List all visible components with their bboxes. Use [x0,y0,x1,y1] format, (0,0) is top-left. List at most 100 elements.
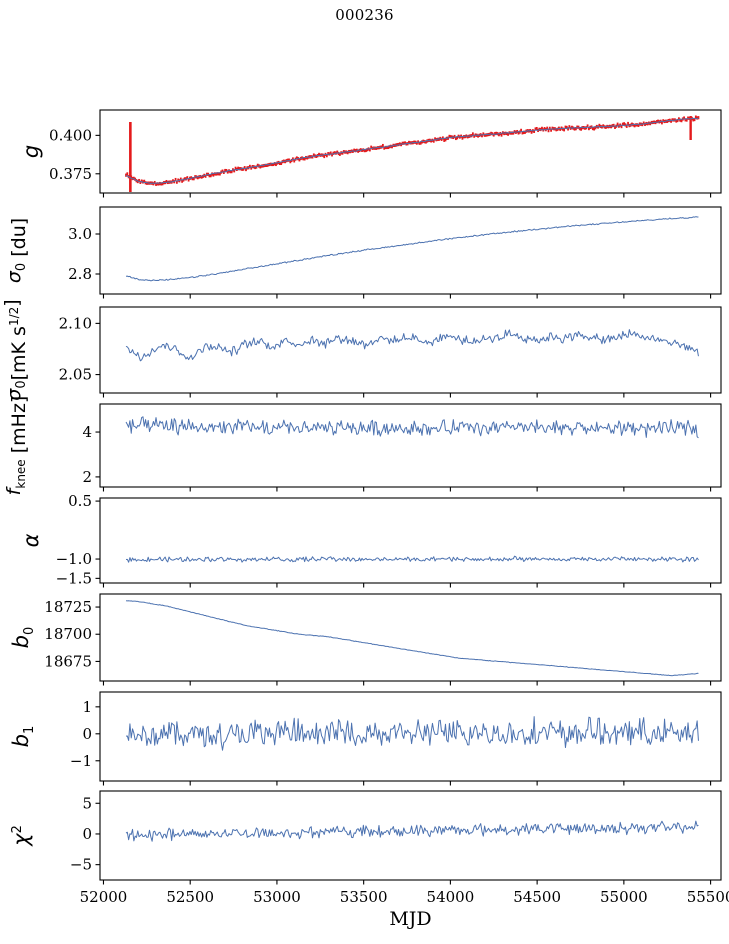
data-point [368,148,371,152]
data-point [574,127,577,131]
panel-frame [99,403,722,488]
data-point [216,172,219,176]
data-point [295,156,298,160]
panel-frame [99,790,722,881]
y-axis-label-alpha: α [19,533,43,547]
data-point [466,135,469,139]
data-point [649,122,652,126]
x-tick-label: 54500 [513,888,561,906]
data-point [440,137,443,141]
data-point [181,179,183,183]
data-point [271,162,273,167]
data-point [559,127,562,131]
data-point [650,120,653,125]
panel-alpha: −1.5−1.0 0.5 [56,492,722,588]
y-tick-label: 0.5 [68,492,92,510]
data-point [522,130,525,135]
data-point [662,119,665,123]
data-point [676,118,679,123]
series-f-knee-series [125,416,699,439]
data-point [359,148,362,152]
y-tick-label: 0.400 [49,126,92,144]
data-point [338,152,341,156]
y-tick-label: 18725 [44,598,92,616]
data-point [145,181,148,185]
data-point [494,131,496,136]
data-point [642,121,645,125]
x-tick-label: 54000 [427,888,475,906]
data-point [655,120,658,124]
data-point [593,127,596,131]
data-point [245,167,247,172]
series-sigma0-mK-series [125,329,699,362]
data-point [241,167,243,171]
data-point [302,157,305,161]
data-point [571,125,573,129]
data-point [637,123,640,127]
data-point [308,155,311,159]
figure-title: 000236 [335,6,394,24]
data-point [419,141,422,145]
x-tick-label: 52500 [166,888,214,906]
data-point [415,141,418,145]
data-point [503,131,506,136]
data-point [485,133,487,137]
panel-frame [99,691,722,782]
data-point [586,124,589,128]
data-point [509,131,512,135]
data-point [208,174,211,178]
panel-chi2: −5 0 5 52000 52500 53000 53500 54000 54500 55000 5… [70,790,729,906]
data-point [425,140,427,144]
data-point [363,149,366,153]
data-point [464,135,466,139]
data-point [471,132,474,136]
series-b0-series [125,600,699,677]
data-point [657,119,659,123]
data-point [461,136,464,140]
y-axis-label-b1: b1 [9,726,37,748]
data-point [457,134,460,138]
data-point [370,145,373,149]
data-point [612,123,615,128]
data-point [213,172,216,176]
data-point [661,121,663,125]
data-point [594,126,597,130]
y-axis-label-b0: b0 [9,627,37,649]
x-axis-label: MJD [389,908,431,930]
data-point [217,172,220,176]
data-point [584,126,586,130]
data-point [666,119,669,123]
data-point [517,131,520,135]
data-point [404,141,406,145]
x-tick-label: 55500 [687,888,729,906]
data-point [563,128,566,132]
data-point [357,149,360,153]
data-point [256,163,259,167]
data-point [204,174,207,178]
data-point [616,122,619,126]
data-point [143,179,146,183]
data-point [341,151,344,155]
data-point [273,162,276,166]
data-point [225,168,228,173]
data-point [633,124,636,128]
y-tick-label: 2.05 [59,366,92,384]
data-point [136,179,139,184]
data-point [473,134,476,138]
data-point [196,176,199,180]
data-point [353,148,356,152]
data-point [418,141,421,145]
y-tick-label: 2 [82,468,92,486]
panel-b0: 18675 18700 18725 [44,593,722,686]
data-point [219,172,221,176]
data-point [165,179,168,184]
data-point [383,146,386,150]
data-point [578,127,581,131]
panel-frame [99,593,722,682]
data-point [160,182,163,186]
data-point [157,182,160,186]
data-point [325,154,328,158]
data-point [441,136,444,140]
data-point [288,158,290,162]
